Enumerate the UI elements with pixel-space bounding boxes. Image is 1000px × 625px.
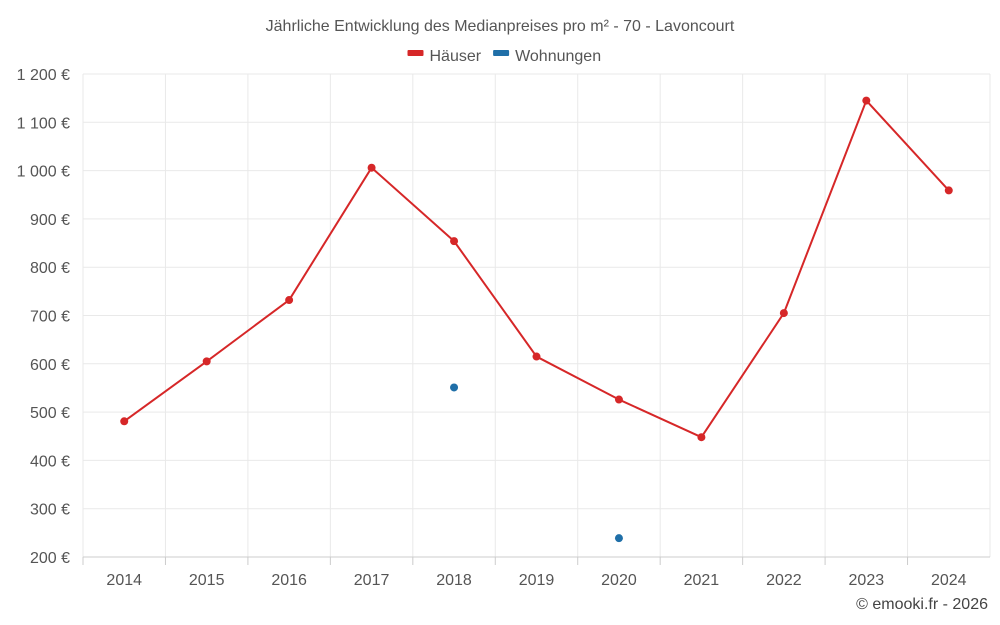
y-tick-label: 1 200 € xyxy=(17,67,70,84)
series-wohnungen xyxy=(450,383,623,543)
legend-swatch xyxy=(493,50,510,56)
y-tick-label: 300 € xyxy=(30,502,70,519)
x-tick-label: 2019 xyxy=(519,572,555,589)
x-axis: 2014 2015 2016 2017 2018 2019 2020 2021 2022 2023… xyxy=(82,556,990,589)
data-point-haeuser xyxy=(367,163,376,172)
data-point-haeuser xyxy=(697,433,706,442)
x-tick-label: 2015 xyxy=(189,572,225,589)
y-tick-label: 1 100 € xyxy=(17,115,70,132)
chart-title: Jährliche Entwicklung des Medianpreises … xyxy=(266,18,735,35)
x-tick-label: 2017 xyxy=(354,572,390,589)
x-tick-label: 2014 xyxy=(106,572,142,589)
x-tick-label: 2016 xyxy=(271,572,307,589)
series-layer xyxy=(120,96,953,543)
x-tick-label: 2024 xyxy=(931,572,967,589)
legend-item-wohnungen: Wohnungen xyxy=(493,48,601,65)
series-haeuser xyxy=(120,96,953,442)
data-point-haeuser xyxy=(944,186,953,195)
y-tick-label: 900 € xyxy=(30,212,70,229)
y-tick-label: 1 000 € xyxy=(17,164,70,181)
x-tick-label: 2020 xyxy=(601,572,637,589)
legend-swatch xyxy=(407,50,424,56)
grid xyxy=(82,73,991,558)
legend: Häuser Wohnungen xyxy=(407,48,601,65)
legend-item-haeuser: Häuser xyxy=(407,48,482,65)
data-point-haeuser xyxy=(532,352,541,361)
data-point-haeuser xyxy=(120,417,129,426)
data-point-haeuser xyxy=(285,296,294,305)
y-tick-label: 200 € xyxy=(30,550,70,567)
y-tick-label: 700 € xyxy=(30,309,70,326)
y-tick-label: 500 € xyxy=(30,405,70,422)
y-tick-label: 600 € xyxy=(30,357,70,374)
credit-text: © emooki.fr - 2026 xyxy=(856,596,988,613)
data-point-wohnungen xyxy=(614,534,623,543)
legend-label: Wohnungen xyxy=(515,48,601,65)
x-tick-label: 2021 xyxy=(684,572,720,589)
y-tick-label: 400 € xyxy=(30,453,70,470)
data-point-wohnungen xyxy=(450,383,459,392)
x-tick-label: 2018 xyxy=(436,572,472,589)
data-point-haeuser xyxy=(862,96,871,105)
legend-label: Häuser xyxy=(430,48,482,65)
y-tick-label: 800 € xyxy=(30,260,70,277)
data-point-haeuser xyxy=(450,237,459,246)
data-point-haeuser xyxy=(202,357,211,366)
y-axis: 200 € 300 € 400 € 500 € 600 € 700 € 800 € 900 €… xyxy=(17,67,70,567)
data-point-haeuser xyxy=(779,309,788,318)
data-point-haeuser xyxy=(614,395,623,404)
x-tick-label: 2023 xyxy=(849,572,885,589)
x-tick-label: 2022 xyxy=(766,572,802,589)
